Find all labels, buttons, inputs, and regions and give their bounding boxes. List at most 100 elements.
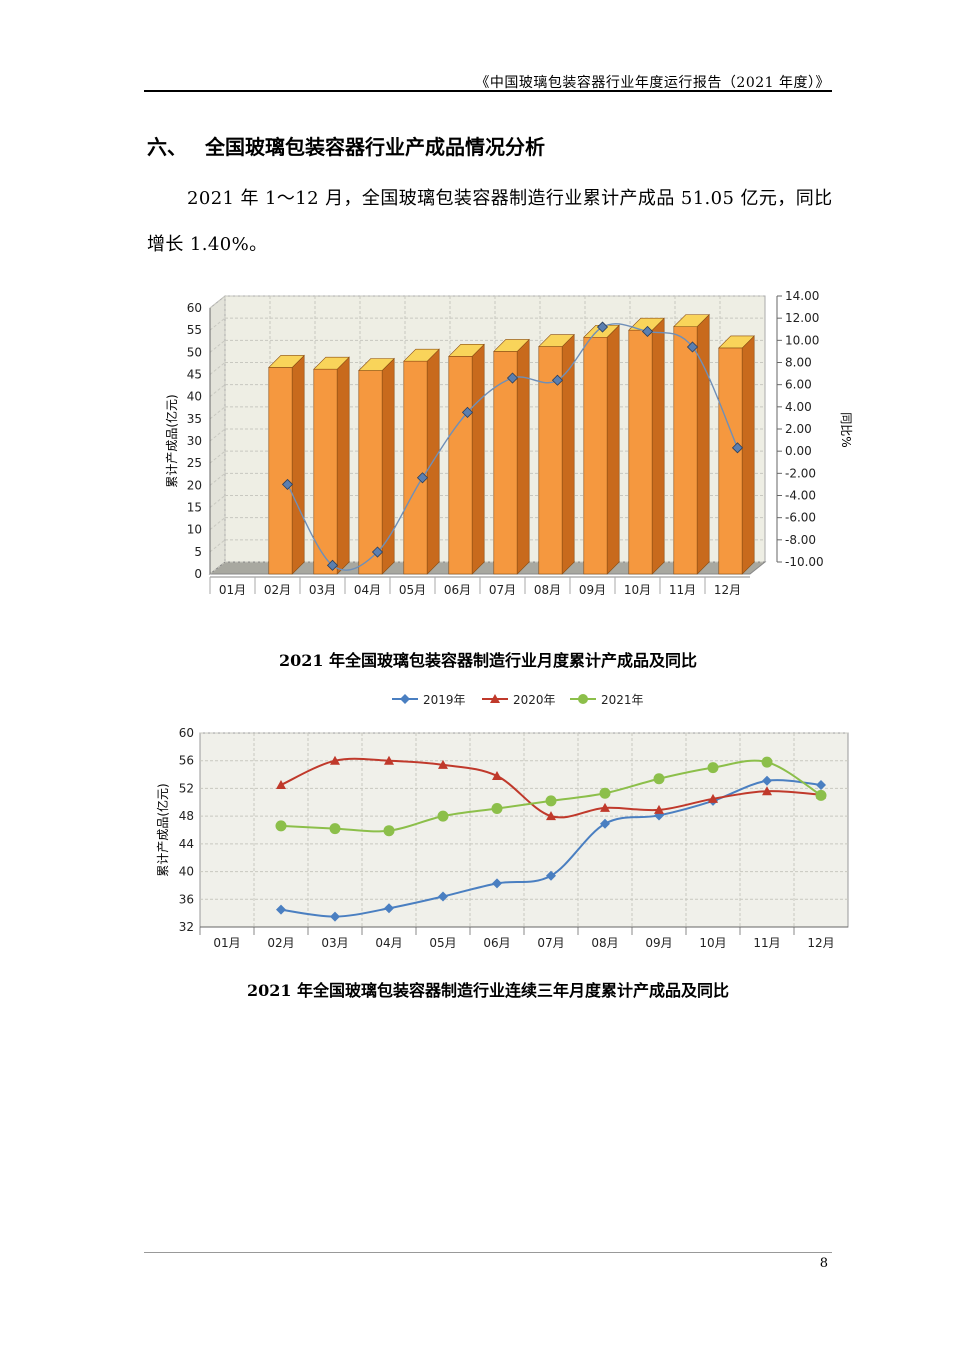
bar-side [291, 354, 305, 575]
y-tick-label: 10 [187, 523, 202, 537]
bar-side [516, 338, 530, 575]
y-axis-title: 累计产成品(亿元) [164, 394, 179, 487]
y2-tick-label: -4.00 [785, 489, 816, 503]
yoy-point [461, 406, 474, 418]
plot-side-wall [209, 294, 226, 576]
x-tick-label: 06月 [483, 936, 510, 950]
grid-line-side [209, 362, 226, 375]
x-tick-label: 08月 [534, 583, 561, 597]
section-number: 六、 [147, 135, 187, 159]
y2-tick-label: -10.00 [785, 555, 824, 569]
bar-top [538, 334, 575, 347]
grid-line-side [209, 295, 226, 309]
y2-tick-label: 10.00 [785, 333, 819, 347]
bar [448, 356, 473, 575]
three-year-line-chart: 32 36 40 44 48 52 56 60 01月 02月 03月 04月 05月 06月 07月 08月… [155, 693, 849, 950]
legend-marker [400, 694, 410, 704]
yoy-point [596, 321, 609, 333]
x-tick-label: 03月 [309, 583, 336, 597]
x-tick-label: 09月 [579, 583, 606, 597]
y2-tick-label: 12.00 [785, 311, 819, 325]
data-point [329, 823, 341, 835]
section-title: 全国玻璃包装容器行业产成品情况分析 [205, 135, 545, 159]
page-number: 8 [819, 1256, 828, 1271]
y2-tick-label: 0.00 [785, 444, 812, 458]
y-tick-label: 52 [179, 781, 194, 795]
data-point [762, 775, 772, 786]
y-tick-label: 36 [179, 892, 194, 906]
grid-line-side [209, 428, 226, 442]
data-point [545, 795, 557, 807]
data-point [546, 811, 556, 821]
x-tick-label: 12月 [714, 583, 741, 597]
legend-marker [578, 694, 588, 704]
data-point [762, 786, 772, 796]
bar-top [493, 339, 530, 352]
legend-label: 2021年 [601, 693, 644, 707]
grid-line-side [209, 406, 226, 420]
grid-line-side [209, 317, 226, 331]
data-point [384, 755, 394, 765]
grid-line-side [209, 384, 226, 398]
x-tick-label: 12月 [807, 936, 834, 950]
bar-side [471, 343, 485, 575]
y-tick-label: 40 [179, 865, 194, 879]
x-tick-label: 01月 [213, 936, 240, 950]
yoy-point [551, 374, 564, 386]
bar [493, 351, 518, 575]
x-tick-label: 10月 [624, 583, 651, 597]
y-tick-label: 32 [179, 920, 194, 934]
yoy-point [641, 325, 654, 338]
y2-axis-title: 同比% [839, 412, 853, 447]
yoy-point [326, 559, 339, 571]
grid-line-side [209, 339, 226, 353]
section-heading: 六、 全国玻璃包装容器行业产成品情况分析 [147, 131, 545, 160]
y2-tick-label: 4.00 [785, 400, 812, 414]
legend-marker [490, 694, 500, 703]
data-point [653, 773, 665, 785]
x-tick-label: 07月 [489, 583, 516, 597]
data-point [600, 818, 610, 829]
legend-label: 2020年 [513, 693, 556, 707]
data-point [437, 810, 449, 822]
chart2-caption: 2021 年全国玻璃包装容器制造行业连续三年月度累计产成品及同比 [246, 981, 730, 1000]
footer-rule [144, 1252, 832, 1253]
bar [628, 329, 653, 575]
y-tick-label: 50 [187, 345, 202, 359]
bar [313, 368, 338, 575]
yoy-point [506, 372, 519, 384]
x-tick-label: 05月 [429, 936, 456, 950]
data-point [330, 755, 340, 765]
x-tick-label: 02月 [264, 583, 291, 597]
production-bar-chart: 0 5 10 15 20 25 30 35 40 45 50 55 60 -10.00 -8.00 -6.00… [164, 289, 853, 597]
x-tick-label: 10月 [699, 936, 726, 950]
data-point [276, 779, 286, 789]
x-tick-label: 03月 [321, 936, 348, 950]
yoy-point [371, 546, 384, 558]
bar-top [358, 358, 395, 371]
paragraph-line-2: 增长 1.40%。 [147, 234, 268, 255]
x-tick-label: 11月 [669, 583, 696, 597]
x-tick-label: 08月 [591, 936, 618, 950]
data-point [815, 789, 827, 801]
data-point [383, 825, 395, 837]
bar [718, 347, 743, 575]
bar-top [718, 335, 755, 349]
y2-tick-label: 6.00 [785, 378, 812, 392]
data-point [276, 904, 286, 915]
y-tick-label: 0 [194, 567, 202, 581]
y2-tick-label: -6.00 [785, 511, 816, 525]
y-tick-label: 60 [187, 301, 202, 315]
x-tick-label: 04月 [354, 583, 381, 597]
y2-tick-label: -2.00 [785, 466, 816, 480]
y-tick-label: 15 [187, 501, 202, 515]
data-point [492, 878, 502, 889]
grid-line-side [209, 517, 226, 531]
bar [358, 370, 383, 575]
data-point [708, 793, 718, 803]
y-tick-label: 56 [179, 754, 194, 768]
yoy-point [281, 478, 294, 490]
bar [268, 367, 293, 575]
data-point [546, 870, 556, 881]
bar-side [696, 313, 710, 575]
